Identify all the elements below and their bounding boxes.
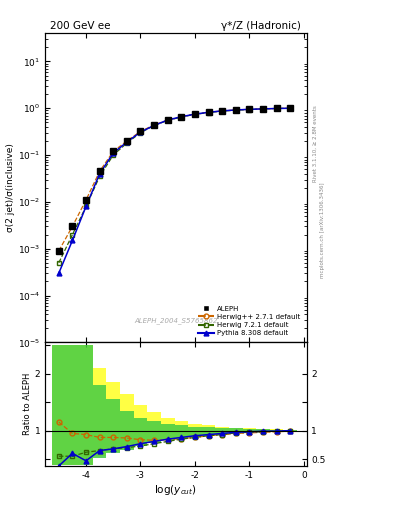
Y-axis label: σ(2 jet)/σ(inclusive): σ(2 jet)/σ(inclusive) [6,143,15,232]
X-axis label: log($y_{cut}$): log($y_{cut}$) [154,482,197,497]
Text: mcplots.cern.ch [arXiv:1306.3436]: mcplots.cern.ch [arXiv:1306.3436] [320,183,325,278]
Text: Rivet 3.1.10, ≥ 2.8M events: Rivet 3.1.10, ≥ 2.8M events [312,105,318,182]
Y-axis label: Ratio to ALEPH: Ratio to ALEPH [23,373,32,435]
Text: ALEPH_2004_S5765862: ALEPH_2004_S5765862 [134,317,218,324]
Text: γ*/Z (Hadronic): γ*/Z (Hadronic) [221,21,301,31]
Text: 200 GeV ee: 200 GeV ee [50,21,111,31]
Legend: ALEPH, Herwig++ 2.7.1 default, Herwig 7.2.1 default, Pythia 8.308 default: ALEPH, Herwig++ 2.7.1 default, Herwig 7.… [195,303,303,339]
